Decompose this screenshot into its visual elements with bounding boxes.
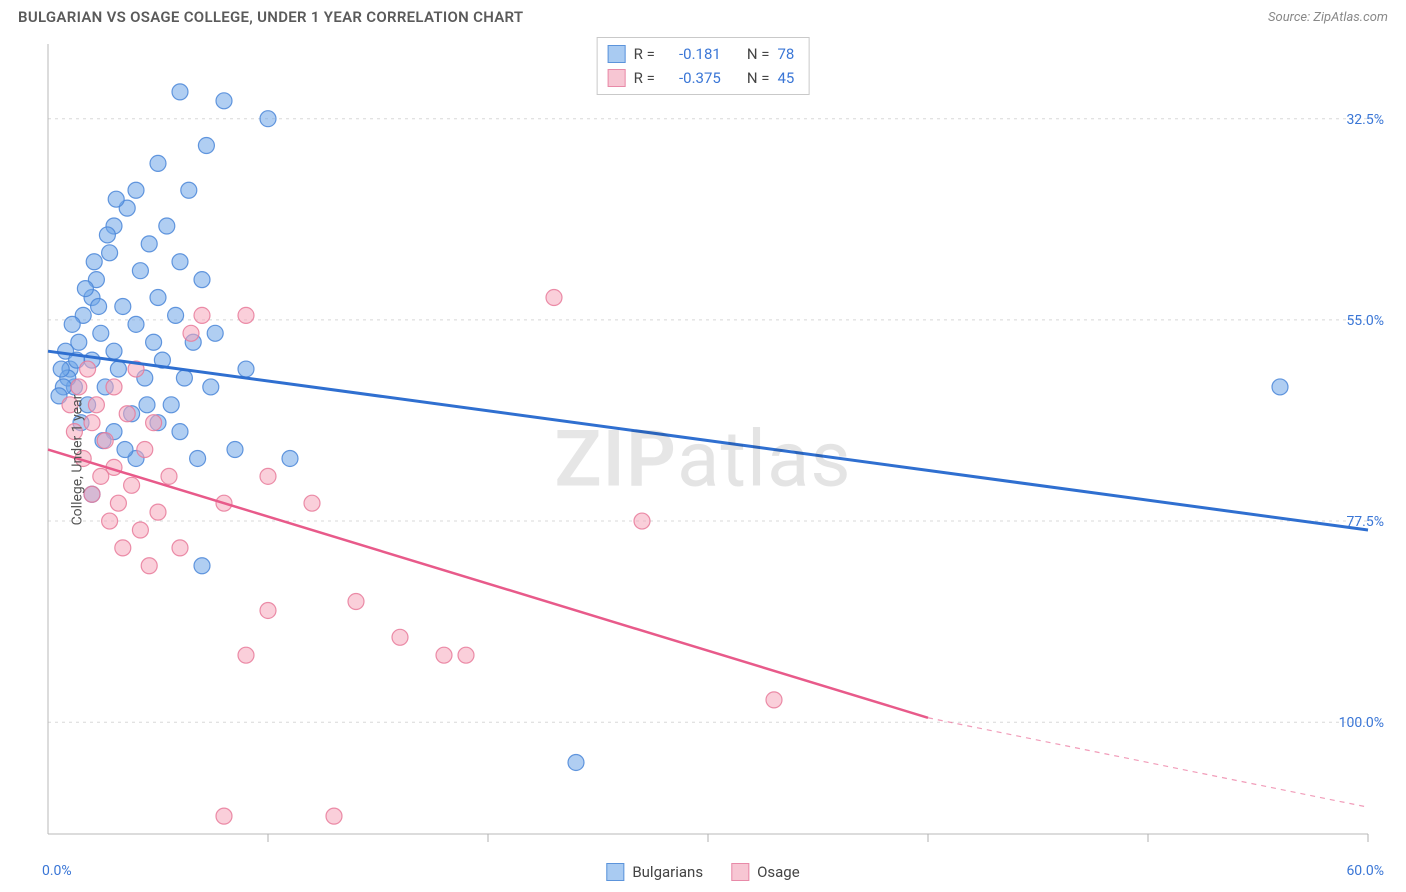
n-label: N = [747, 45, 770, 63]
legend-item: Bulgarians [606, 863, 703, 881]
legend-swatch [731, 863, 749, 881]
y-axis-label: 100.0% [1339, 715, 1384, 731]
n-value: 78 [777, 45, 794, 63]
legend-label: Osage [757, 863, 800, 881]
y-axis-label: 77.5% [1346, 514, 1384, 530]
series-legend: Bulgarians Osage [606, 863, 799, 881]
r-label: R = [634, 45, 655, 63]
y-axis-label: 32.5% [1346, 112, 1384, 128]
legend-item: Osage [731, 863, 800, 881]
y-axis-label: College, Under 1 year [69, 394, 85, 525]
r-value: -0.181 [663, 45, 721, 63]
x-axis-max-label: 60.0% [1346, 863, 1384, 879]
legend-swatch [608, 69, 626, 87]
header: BULGARIAN VS OSAGE COLLEGE, UNDER 1 YEAR… [0, 0, 1406, 32]
x-axis-min-label: 0.0% [42, 863, 72, 879]
n-value: 45 [777, 69, 794, 87]
r-value: -0.375 [663, 69, 721, 87]
source-label: Source: ZipAtlas.com [1268, 10, 1388, 25]
scatter-chart [0, 32, 1406, 852]
r-label: R = [634, 69, 655, 87]
n-label: N = [747, 69, 770, 87]
stats-legend-row: R = -0.375 N = 45 [608, 66, 795, 90]
legend-swatch [608, 45, 626, 63]
legend-swatch [606, 863, 624, 881]
legend-label: Bulgarians [632, 863, 703, 881]
stats-legend-row: R = -0.181 N = 78 [608, 42, 795, 66]
chart-container: College, Under 1 year ZIPatlas R = -0.18… [0, 32, 1406, 887]
stats-legend: R = -0.181 N = 78 R = -0.375 N = 45 [597, 37, 810, 95]
y-axis-label: 55.0% [1346, 313, 1384, 329]
chart-title: BULGARIAN VS OSAGE COLLEGE, UNDER 1 YEAR… [18, 8, 523, 26]
